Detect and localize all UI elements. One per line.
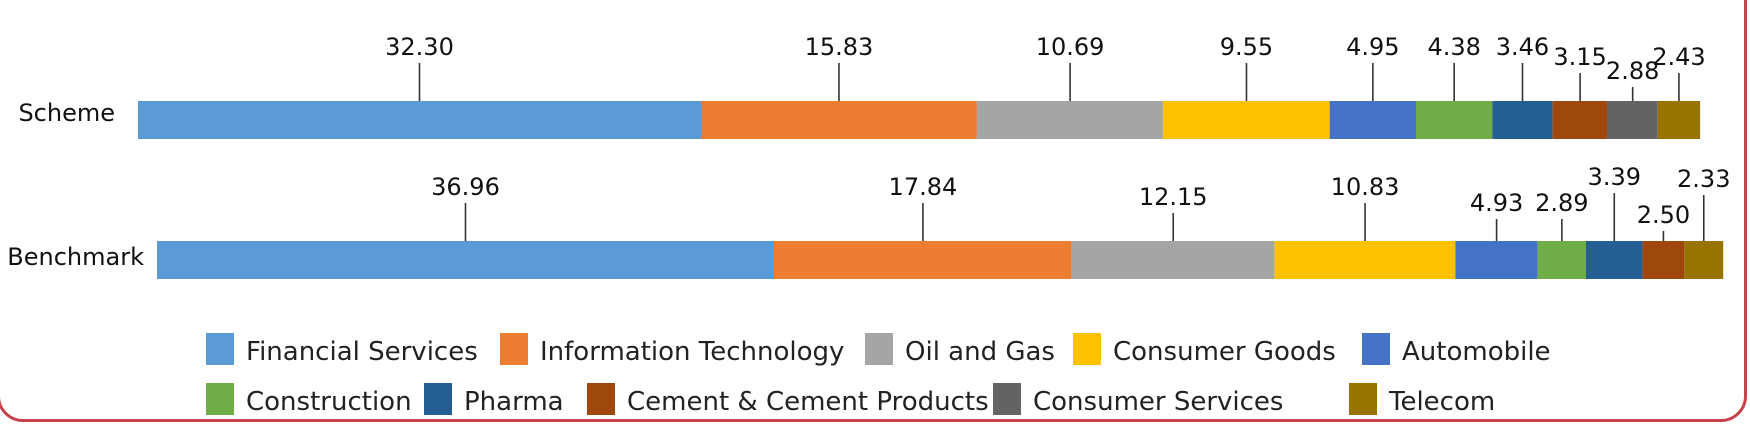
data-label-benchmark-5: 4.93: [1470, 189, 1523, 217]
legend-swatch-2: [500, 333, 528, 365]
legend-swatch-10: [1349, 383, 1377, 415]
data-label-scheme-4: 9.55: [1220, 33, 1273, 61]
bar-segment-benchmark-7: [1585, 241, 1643, 279]
legend-label-2: Information Technology: [540, 337, 844, 367]
bar-segment-scheme-9: [1607, 101, 1658, 139]
bar-segment-benchmark-6: [1537, 241, 1586, 279]
bar-segment-scheme-6: [1415, 101, 1493, 139]
legend-label-9: Consumer Services: [1033, 387, 1283, 417]
data-label-scheme-10: 2.43: [1652, 43, 1705, 71]
legend-label-7: Pharma: [464, 387, 564, 417]
data-label-scheme-8: 3.15: [1553, 43, 1606, 71]
legend-swatch-1: [206, 333, 234, 365]
bar-segment-benchmark-5: [1455, 241, 1538, 279]
data-label-scheme-3: 10.69: [1036, 33, 1105, 61]
bar-segment-benchmark-1: [157, 241, 774, 279]
bar-segment-benchmark-10: [1684, 241, 1724, 279]
bar-segment-scheme-4: [1163, 101, 1330, 139]
data-label-benchmark-10: 2.33: [1677, 165, 1730, 193]
data-label-scheme-9: 2.88: [1606, 57, 1659, 85]
legend-swatch-3: [865, 333, 893, 365]
legend-label-3: Oil and Gas: [905, 337, 1055, 367]
bar-segment-scheme-8: [1552, 101, 1608, 139]
data-label-benchmark-8: 2.50: [1637, 201, 1690, 229]
legend-label-1: Financial Services: [246, 337, 478, 367]
legend-label-6: Construction: [246, 387, 412, 417]
bar-segment-benchmark-3: [1071, 241, 1275, 279]
data-label-benchmark-2: 17.84: [889, 173, 958, 201]
data-label-benchmark-1: 36.96: [431, 173, 500, 201]
bar-segment-scheme-2: [701, 101, 977, 139]
bar-segment-benchmark-4: [1274, 241, 1456, 279]
bar-segment-scheme-3: [976, 101, 1164, 139]
bar-segment-scheme-10: [1657, 101, 1701, 139]
legend-swatch-8: [587, 383, 615, 415]
legend-swatch-6: [206, 383, 234, 415]
bar-segment-scheme-7: [1492, 101, 1553, 139]
data-label-benchmark-6: 2.89: [1535, 189, 1588, 217]
legend-swatch-4: [1073, 333, 1101, 365]
data-label-benchmark-4: 10.83: [1331, 173, 1400, 201]
data-label-scheme-5: 4.95: [1346, 33, 1399, 61]
data-label-benchmark-3: 12.15: [1139, 183, 1208, 211]
bar-segment-scheme-1: [138, 101, 701, 139]
bar-segment-benchmark-2: [774, 241, 1072, 279]
data-label-scheme-2: 15.83: [805, 33, 874, 61]
category-label-scheme: Scheme: [18, 99, 115, 127]
data-label-scheme-1: 32.30: [385, 33, 454, 61]
category-label-benchmark: Benchmark: [7, 243, 144, 271]
bar-segment-benchmark-8: [1642, 241, 1685, 279]
legend-swatch-9: [993, 383, 1021, 415]
legend-label-5: Automobile: [1402, 337, 1551, 367]
legend-label-8: Cement & Cement Products: [627, 387, 989, 417]
bar-segment-scheme-5: [1329, 101, 1416, 139]
legend-swatch-7: [424, 383, 452, 415]
data-label-benchmark-7: 3.39: [1588, 163, 1641, 191]
data-label-scheme-7: 3.46: [1496, 33, 1549, 61]
data-label-scheme-6: 4.38: [1427, 33, 1480, 61]
legend-label-4: Consumer Goods: [1113, 337, 1336, 367]
legend-label-10: Telecom: [1388, 387, 1495, 417]
legend-swatch-5: [1362, 333, 1390, 365]
